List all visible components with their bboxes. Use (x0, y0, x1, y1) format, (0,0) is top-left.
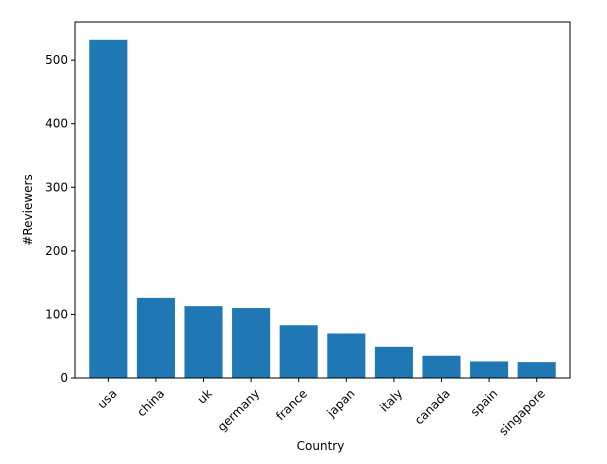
bar-uk (184, 306, 223, 378)
bar-canada (422, 355, 461, 378)
y-tick-label: 0 (60, 371, 68, 385)
x-tick-label-canada: canada (412, 386, 453, 427)
y-tick-label: 100 (45, 307, 68, 321)
bar-france (279, 325, 318, 378)
x-axis-label: Country (297, 439, 345, 453)
plot-frame (74, 21, 571, 379)
y-tick-label: 400 (45, 117, 68, 131)
x-tick-label-usa: usa (95, 386, 120, 411)
x-tick-label-spain: spain (468, 386, 501, 419)
bar-japan (327, 333, 366, 378)
x-tick-label-japan: japan (324, 386, 358, 420)
bar-germany (232, 308, 271, 378)
x-tick-label-china: china (134, 386, 167, 419)
x-tick-label-singapore: singapore (496, 386, 548, 438)
bar-usa (89, 39, 128, 379)
x-tick-label-germany: germany (215, 386, 263, 434)
x-tick-label-france: france (273, 386, 310, 423)
y-axis-label: #Reviewers (21, 174, 35, 245)
y-tick-label: 300 (45, 180, 68, 194)
bar-spain (470, 361, 509, 378)
x-tick-label-uk: uk (195, 386, 215, 406)
y-tick-label: 200 (45, 244, 68, 258)
bar-china (136, 297, 175, 378)
x-tick-label-italy: italy (377, 386, 405, 414)
y-tick-label: 500 (45, 53, 68, 67)
bars-layer (89, 39, 556, 379)
bar-italy (374, 346, 413, 378)
bar-singapore (517, 362, 556, 378)
